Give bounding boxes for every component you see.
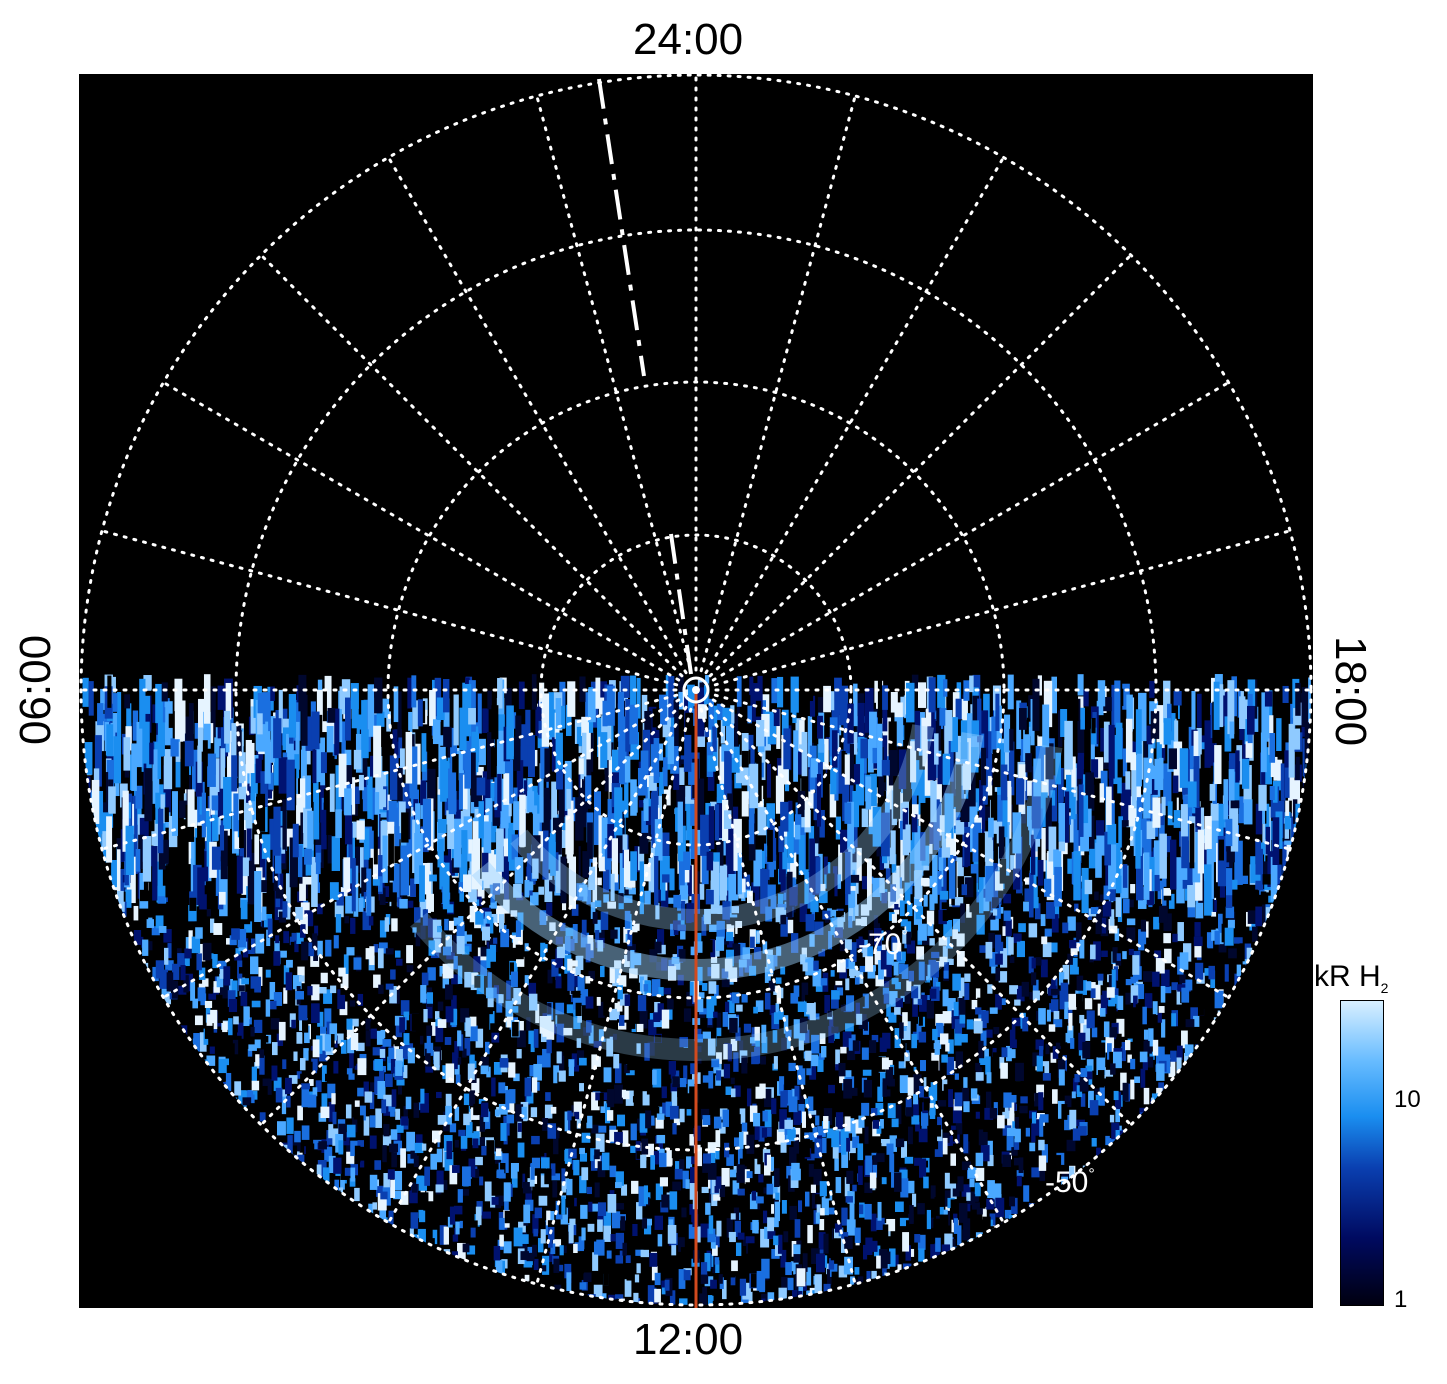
longitude-line: [708, 253, 1133, 678]
longitude-line: [704, 155, 1005, 675]
longitude-line: [708, 702, 1133, 1127]
longitude-line: [259, 702, 684, 1127]
longitude-line: [387, 155, 688, 675]
latitude-label-70: -70°: [858, 928, 908, 961]
polar-image-svg: [79, 74, 1313, 1308]
longitude-line: [161, 381, 681, 682]
local-time-label-midnight: 24:00: [633, 15, 744, 64]
longitude-line: [535, 94, 693, 673]
dashed-track-line-upper: [597, 78, 646, 377]
dashed-track-line-lower: [669, 533, 693, 675]
colorbar: [1340, 1000, 1384, 1306]
longitude-line: [713, 693, 1292, 851]
polar-image-panel: [79, 74, 1313, 1308]
longitude-line: [713, 529, 1292, 687]
local-time-label-dusk: 18:00: [1326, 636, 1375, 747]
longitude-line: [699, 707, 857, 1286]
longitude-line: [535, 707, 693, 1286]
latitude-circle: [79, 74, 1313, 1307]
colorbar-title: kR H2: [1314, 960, 1389, 996]
colorbar-tick-label: 1: [1394, 1286, 1408, 1313]
longitude-line: [100, 693, 679, 851]
local-time-label-noon: 12:00: [633, 1315, 744, 1364]
auroral-emission-layer: [81, 674, 1311, 1305]
local-time-label-dawn: 06:00: [11, 634, 60, 746]
colorbar-tick-label: 10: [1394, 1086, 1421, 1113]
longitude-line: [161, 698, 681, 999]
longitude-line: [711, 381, 1231, 682]
pole-marker-icon: [682, 676, 710, 704]
longitude-line: [711, 698, 1231, 999]
longitude-line: [100, 529, 679, 687]
longitude-line: [704, 705, 1005, 1225]
latitude-circle: [386, 380, 1006, 1000]
latitude-label-50: -50°: [1045, 1166, 1095, 1199]
longitude-line: [387, 705, 688, 1225]
longitude-line: [259, 253, 684, 678]
pole-dot-icon: [692, 686, 700, 694]
longitude-line: [699, 94, 857, 673]
